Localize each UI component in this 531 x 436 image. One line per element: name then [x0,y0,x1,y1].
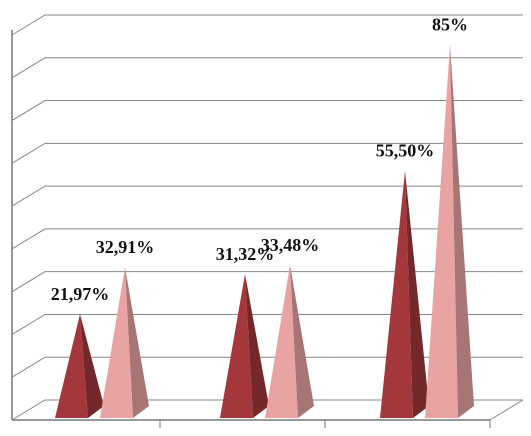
pyramid [425,44,474,419]
grid-line [11,14,523,36]
pyramid-side [405,170,429,418]
grid-segment [11,228,523,250]
pyramid [380,170,429,418]
pyramid [55,314,104,418]
pyramid-front [265,264,298,418]
grid-line [11,100,523,121]
grid-line [11,185,523,207]
data-label: 31,32% [216,244,275,264]
grid-segment [11,313,523,335]
data-label: 33,48% [261,235,320,255]
grid-line [11,399,523,421]
pyramid-side [245,274,269,418]
floor-edge [489,399,524,421]
data-label: 55,50% [376,141,435,161]
grid-line [11,57,523,79]
grid-segment [11,142,523,164]
data-label: 85% [432,14,468,34]
data-label: 32,91% [96,237,155,257]
grid-line [11,356,523,378]
pyramid-front [55,314,88,418]
data-label: 21,97% [51,284,110,304]
pyramid-front [380,170,413,418]
grid-segment [11,185,523,207]
grid-segment [11,356,523,378]
pyramid [265,264,314,418]
pyramid [220,274,269,418]
grid-segment [11,14,523,36]
pyramid-side [125,267,149,418]
pyramid [100,267,149,418]
pyramid-side [450,44,474,419]
grid-line [11,228,523,250]
grid-segment [11,57,523,79]
grid-line [11,313,523,335]
pyramid-front [220,274,253,418]
grid-segment [11,399,523,421]
grid-segment [11,100,523,121]
grid-segment [11,271,523,293]
pyramid-front [100,267,133,418]
pyramid-front [425,44,458,419]
pyramid-side [290,264,314,418]
grid-line [11,142,523,164]
pyramid-side [80,314,104,418]
grid-line [11,271,523,293]
